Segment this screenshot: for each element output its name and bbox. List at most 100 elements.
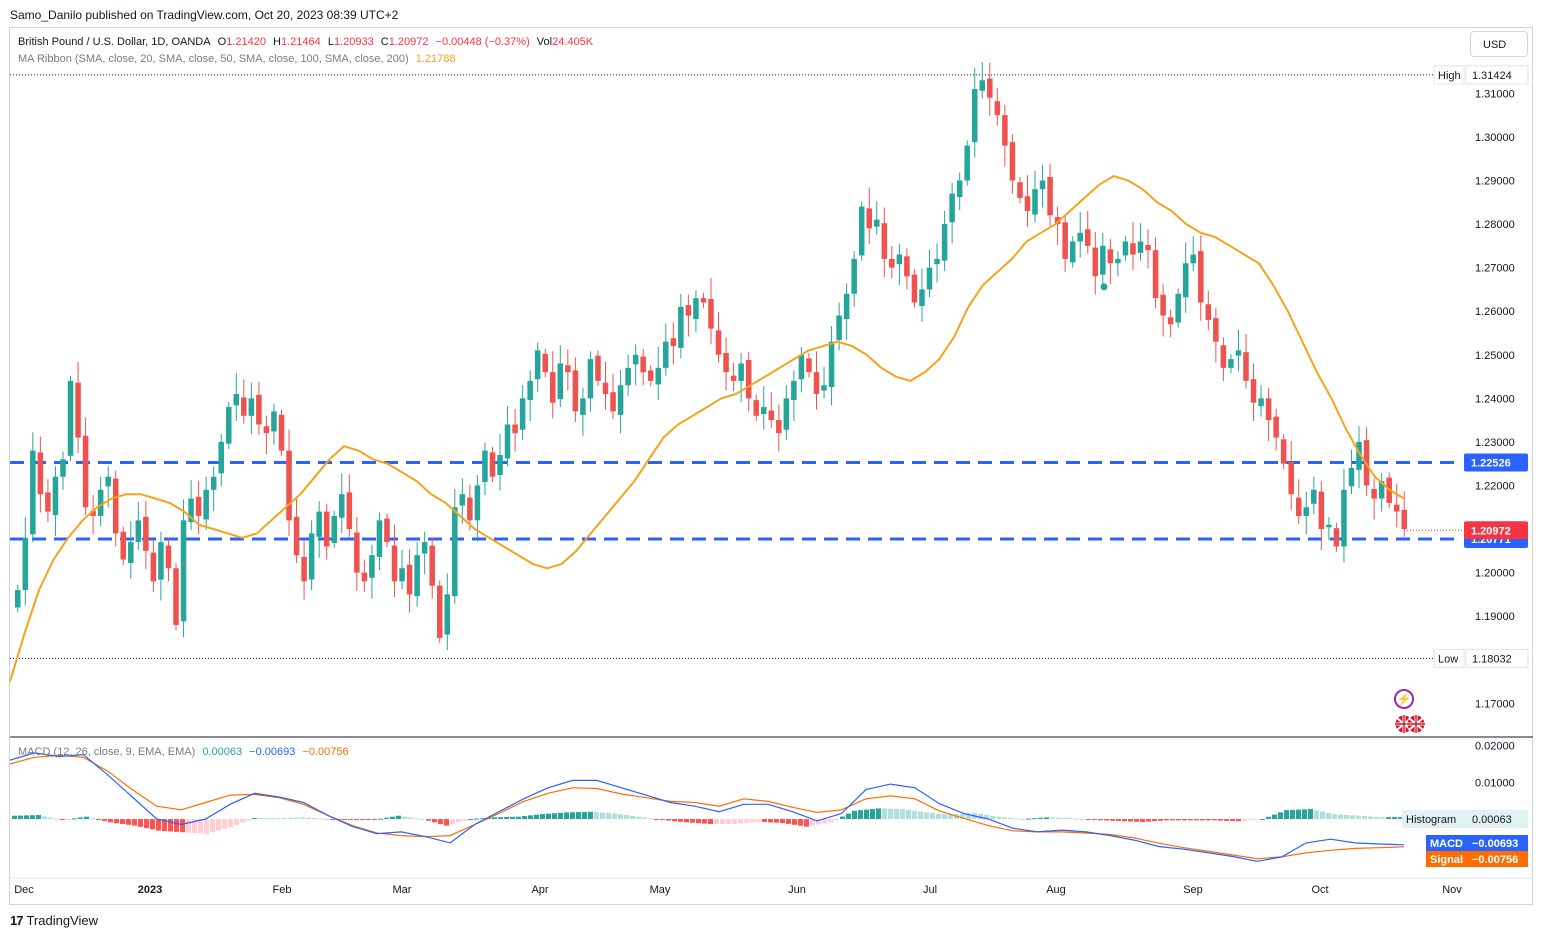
candle-body (1137, 241, 1144, 253)
uk-us-flags-icon[interactable] (1394, 713, 1426, 735)
candle-body (497, 454, 503, 476)
histogram-bar (1014, 818, 1019, 820)
histogram-bar (1248, 819, 1253, 821)
candle-body (655, 367, 662, 385)
candle-body (821, 385, 827, 391)
time-tick-label: Feb (273, 884, 292, 896)
candle-body (1371, 488, 1377, 499)
candle-body (1356, 441, 1362, 470)
histogram-bar (1308, 809, 1313, 820)
histogram-bar (12, 815, 17, 820)
histogram-bar (942, 814, 947, 820)
histogram-bar (168, 819, 173, 832)
histogram-bar (522, 816, 527, 820)
histogram-bar (252, 818, 257, 820)
histogram-bar (390, 816, 395, 820)
histogram-bar (864, 809, 869, 820)
candle-body (889, 258, 895, 268)
histogram-bar (948, 814, 953, 820)
histogram-bar (894, 808, 899, 820)
level-price-tag (1464, 453, 1528, 472)
histogram-bar (462, 819, 467, 821)
signal-label: Signal (1430, 854, 1463, 866)
histogram-bar (432, 819, 437, 823)
histogram-bar (240, 819, 245, 823)
histogram-bar (1104, 819, 1109, 821)
histogram-bar (834, 819, 839, 821)
candle-body (527, 380, 533, 401)
histogram-bar (1188, 819, 1193, 821)
histogram-bar (132, 819, 137, 826)
candle-body (843, 293, 850, 320)
currency-button[interactable]: USD (1470, 31, 1528, 57)
candle-body (971, 88, 978, 143)
candle-body (534, 350, 541, 380)
signal-line (9, 754, 1405, 860)
histogram-value: 0.00063 (1472, 814, 1512, 826)
histogram-bar (498, 817, 503, 820)
candle-body (1393, 504, 1400, 512)
histogram-bar (1146, 819, 1151, 822)
histogram-bar (966, 813, 971, 820)
candle-body (263, 426, 270, 434)
histogram-bar (1392, 817, 1397, 820)
histogram-bar (126, 819, 131, 825)
candle-body (715, 330, 722, 355)
histogram-bar (882, 808, 887, 820)
histogram-bar (180, 819, 185, 833)
candle-body (760, 407, 767, 415)
candle-body (467, 497, 473, 521)
candle-body (459, 494, 466, 506)
time-tick-label: Aug (1046, 884, 1066, 896)
histogram-bar (672, 819, 677, 822)
histogram-bar (90, 818, 95, 820)
time-tick-label: Mar (393, 884, 412, 896)
histogram-bar (1260, 819, 1265, 821)
candle-body (241, 397, 247, 416)
tradingview-footer[interactable]: 17 TradingView (10, 913, 98, 928)
histogram-bar (648, 818, 653, 820)
candle-body (331, 515, 338, 543)
candle-body (858, 206, 865, 256)
histogram-bar (306, 817, 311, 820)
histogram-bar (840, 816, 845, 820)
candle-body (1167, 317, 1174, 325)
histogram-bar (438, 819, 443, 824)
histogram-bar (372, 819, 377, 821)
time-tick-label: Jun (788, 884, 806, 896)
histogram-bar (624, 815, 629, 820)
histogram-bar (870, 809, 875, 820)
candle-body (1039, 180, 1046, 190)
candle-body (783, 398, 790, 430)
chart-frame (9, 27, 1533, 905)
histogram-bar (684, 819, 689, 823)
histogram-bar (918, 811, 923, 820)
price-tick-label: 1.24000 (1475, 393, 1515, 405)
candle-body (52, 476, 59, 516)
histogram-bar (162, 819, 167, 832)
candle-body (1326, 524, 1332, 528)
candle-body (1017, 182, 1023, 198)
histogram-bar (78, 817, 83, 820)
candle-body (37, 452, 44, 495)
histogram-bar (1122, 819, 1127, 822)
candle-body (1273, 416, 1279, 438)
open-value: 1.21420 (226, 36, 266, 48)
candle-body (911, 274, 918, 303)
candle-body (941, 224, 948, 261)
macd-tag (1426, 835, 1466, 851)
histogram-bar (24, 815, 29, 820)
histogram-bar (1302, 809, 1307, 820)
histogram-bar (852, 810, 857, 820)
candle-body (1243, 352, 1249, 381)
histogram-bar (756, 819, 761, 822)
candle-body (1303, 507, 1310, 516)
histogram-bar (696, 819, 701, 824)
histogram-bar (1164, 819, 1169, 821)
candle-body (97, 489, 104, 516)
histogram-bar (822, 819, 827, 824)
histogram-bar (1314, 810, 1319, 820)
histogram-bar (198, 819, 203, 834)
lightning-icon[interactable]: ⚡ (1394, 689, 1414, 709)
